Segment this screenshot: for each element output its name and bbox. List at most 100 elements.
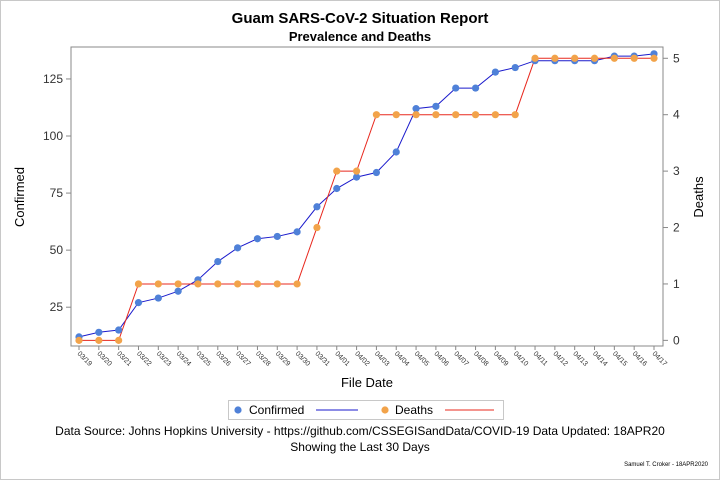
deaths-point xyxy=(95,336,103,344)
x-axis-tick-label: 04/09 xyxy=(492,350,509,367)
deaths-point xyxy=(551,54,559,62)
x-axis-tick-label: 03/24 xyxy=(175,350,192,367)
x-axis-tick-label: 04/16 xyxy=(631,350,648,367)
confirmed-point xyxy=(392,148,400,156)
deaths-point xyxy=(491,111,499,119)
legend-deaths-label: Deaths xyxy=(395,403,433,417)
confirmed-line xyxy=(78,53,655,338)
confirmed-point xyxy=(372,168,381,177)
confirmed-point xyxy=(432,102,440,110)
right-axis-tick-label: 1 xyxy=(673,277,680,291)
deaths-point xyxy=(610,54,618,62)
deaths-point xyxy=(293,280,301,288)
legend-deaths-marker xyxy=(381,406,389,414)
right-axis-tick-label: 4 xyxy=(673,108,680,122)
x-axis-tick-label: 04/14 xyxy=(591,350,608,367)
deaths-point xyxy=(154,280,162,288)
deaths-point xyxy=(630,54,638,62)
deaths-point xyxy=(253,280,262,288)
confirmed-point xyxy=(234,244,242,252)
data-source-note: Data Source: Johns Hopkins University - … xyxy=(55,424,665,438)
deaths-line xyxy=(79,57,654,341)
deaths-point xyxy=(650,54,658,62)
chart-subtitle: Prevalence and Deaths xyxy=(288,29,432,44)
confirmed-point xyxy=(115,326,123,334)
x-axis-tick-label: 04/01 xyxy=(333,350,350,367)
confirmed-point xyxy=(273,232,281,241)
confirmed-point xyxy=(214,257,222,266)
right-axis-tick-label: 0 xyxy=(673,333,680,347)
x-axis-tick-label: 04/03 xyxy=(373,350,390,367)
deaths-point xyxy=(234,280,242,288)
deaths-point xyxy=(412,111,420,119)
x-axis-tick-label: 03/27 xyxy=(234,350,251,367)
deaths-point xyxy=(75,336,83,344)
right-axis-tick-label: 3 xyxy=(673,164,680,178)
x-axis-tick-label: 03/30 xyxy=(294,350,311,367)
confirmed-point xyxy=(313,203,321,211)
chart-title: Guam SARS-CoV-2 Situation Report xyxy=(231,10,489,27)
deaths-point xyxy=(333,167,341,175)
x-axis-tick-label: 04/07 xyxy=(452,350,469,367)
x-axis-tick-label: 04/02 xyxy=(353,350,370,367)
deaths-point xyxy=(471,111,480,119)
right-axis-title: Deaths xyxy=(691,176,706,218)
confirmed-point xyxy=(134,299,143,307)
legend-confirmed-label: Confirmed xyxy=(249,403,304,417)
deaths-point xyxy=(174,280,182,288)
x-axis-tick-label: 03/26 xyxy=(214,350,231,367)
plot-area xyxy=(70,46,664,347)
x-axis-tick-label: 04/17 xyxy=(651,350,668,367)
x-axis-tick-label: 03/19 xyxy=(76,350,93,367)
deaths-point xyxy=(432,111,440,119)
x-axis-tick-label: 04/04 xyxy=(393,350,410,367)
confirmed-point xyxy=(412,105,420,113)
x-axis-tick-label: 03/31 xyxy=(314,350,331,367)
x-axis-tick-label: 03/25 xyxy=(195,350,212,367)
deaths-point xyxy=(452,111,460,119)
x-axis-title: File Date xyxy=(341,375,393,390)
confirmed-point xyxy=(491,68,499,76)
deaths-point xyxy=(531,54,539,62)
left-axis-tick-label: 25 xyxy=(50,300,64,314)
confirmed-point xyxy=(95,328,103,336)
legend-box xyxy=(228,400,504,420)
confirmed-point xyxy=(253,235,262,243)
deaths-point xyxy=(590,54,599,62)
confirmed-point xyxy=(511,63,519,72)
left-axis-tick-label: 125 xyxy=(43,72,63,86)
x-axis-tick-label: 03/23 xyxy=(155,350,172,367)
deaths-point xyxy=(392,111,400,119)
deaths-point xyxy=(134,280,143,288)
x-axis-tick-label: 03/29 xyxy=(274,350,291,367)
deaths-point xyxy=(313,223,321,232)
date-range-note: Showing the Last 30 Days xyxy=(290,440,430,454)
right-axis-tick-label: 5 xyxy=(673,51,680,65)
right-axis-tick-label: 2 xyxy=(673,221,680,235)
x-axis-tick-label: 03/20 xyxy=(95,350,112,367)
author-credit: Samuel T. Croker - 18APR2020 xyxy=(624,462,708,468)
left-axis-tick-label: 75 xyxy=(50,186,64,200)
left-axis-tick-label: 50 xyxy=(50,243,64,257)
deaths-point xyxy=(214,280,222,288)
confirmed-point xyxy=(471,84,480,92)
left-axis-title: Confirmed xyxy=(12,167,27,227)
left-axis-tick-label: 100 xyxy=(43,129,63,143)
x-axis-tick-label: 04/15 xyxy=(611,350,628,367)
confirmed-point xyxy=(174,287,182,295)
confirmed-point xyxy=(352,173,361,181)
deaths-point xyxy=(571,54,579,62)
deaths-point xyxy=(273,280,281,288)
x-axis-tick-label: 04/06 xyxy=(432,350,449,367)
x-axis-tick-label: 04/08 xyxy=(472,350,489,367)
x-axis-tick-label: 04/11 xyxy=(532,350,549,367)
deaths-point xyxy=(194,280,202,288)
confirmed-point xyxy=(452,84,460,92)
x-axis-tick-label: 04/12 xyxy=(551,350,568,367)
x-axis-tick-label: 03/22 xyxy=(135,350,152,367)
confirmed-point xyxy=(293,228,301,236)
legend-confirmed-marker xyxy=(234,406,242,414)
x-axis-tick-label: 04/13 xyxy=(571,350,588,367)
confirmed-point xyxy=(333,184,341,193)
